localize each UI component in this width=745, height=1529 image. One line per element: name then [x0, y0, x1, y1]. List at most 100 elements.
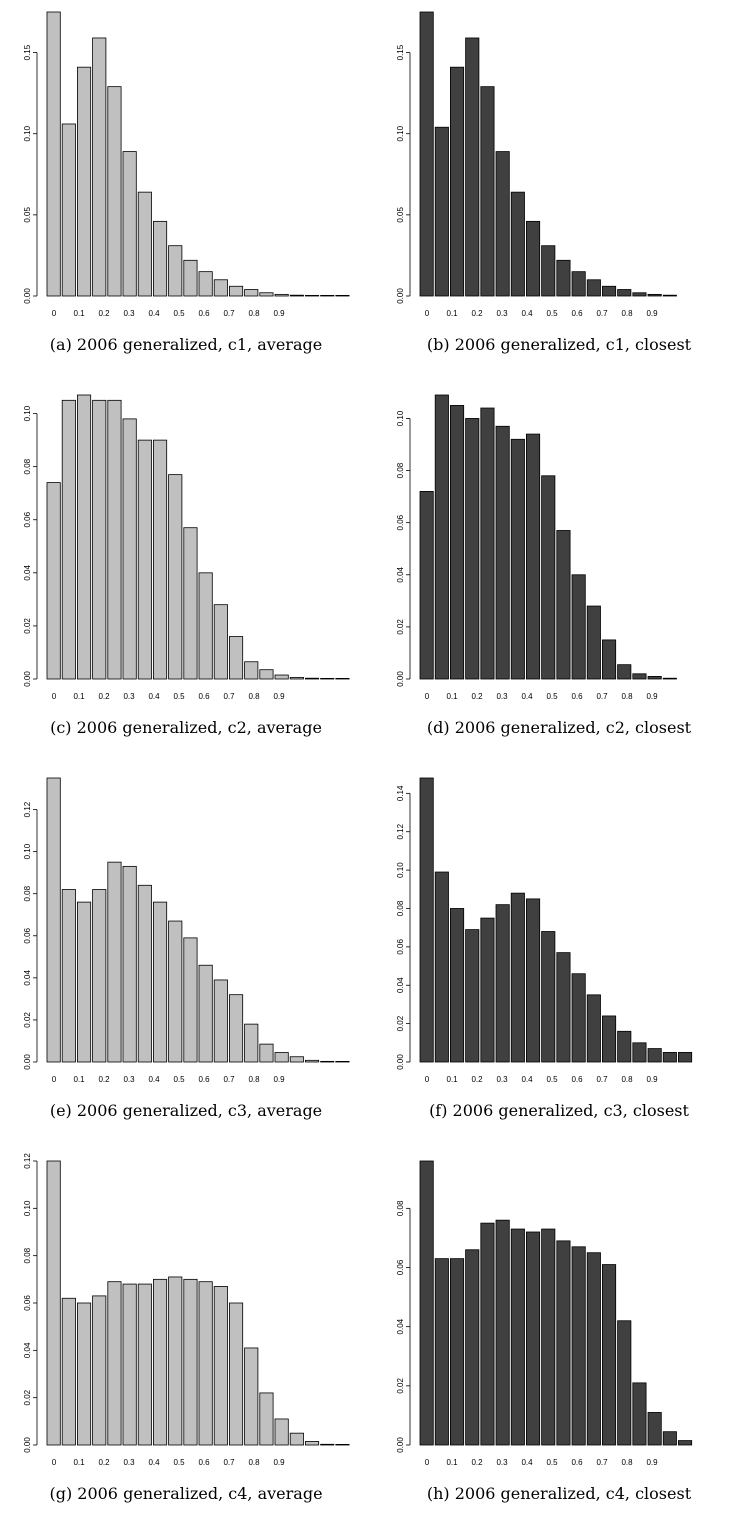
x-tick-label: 0.4	[521, 309, 533, 318]
histogram-bar	[525, 1231, 541, 1446]
y-tick-label: 0.00	[396, 288, 405, 304]
histogram-bar	[213, 979, 228, 1063]
histogram-bar	[46, 11, 61, 297]
histogram-bar	[244, 1347, 259, 1446]
y-tick-label: 0.15	[23, 44, 32, 60]
histogram-bar	[465, 929, 480, 1063]
x-tick-label: 0.7	[596, 692, 608, 701]
histogram: 0.00 0.02 0.04 0.06 0.08 0.10 0 0.1 0.2 0.3 0.4 0.5…	[396, 394, 677, 701]
y-tick-label: 0.00	[396, 1054, 405, 1070]
histogram-bar	[335, 1443, 350, 1446]
histogram-bar	[213, 1286, 228, 1446]
x-tick-label: 0.3	[496, 692, 508, 701]
histogram-bar	[419, 11, 434, 297]
histogram-bar	[335, 1060, 350, 1063]
x-tick-label: 0.8	[621, 1458, 633, 1467]
histogram-bar	[259, 292, 274, 297]
histogram-bar	[335, 677, 350, 680]
y-tick-label: 0.10	[396, 862, 405, 878]
histogram-bar	[198, 271, 213, 297]
y-tick-label: 0.08	[23, 885, 32, 901]
x-tick-label: 0.6	[571, 692, 583, 701]
histogram-bar	[289, 1432, 304, 1446]
x-tick-label: 0.8	[248, 1458, 260, 1467]
x-tick-label: 0.2	[98, 1458, 110, 1467]
x-tick-label: 0	[52, 1458, 57, 1467]
x-tick-label: 0.3	[123, 1075, 135, 1084]
histogram-bar	[122, 1283, 137, 1446]
histogram-bar	[541, 1228, 556, 1446]
x-tick-label: 0.7	[223, 1075, 235, 1084]
histogram-bar	[662, 1052, 677, 1063]
x-tick-label: 0.2	[471, 309, 483, 318]
histogram-bar	[122, 865, 137, 1063]
x-tick-label: 0.2	[98, 309, 110, 318]
x-tick-label: 0.5	[173, 1458, 185, 1467]
x-tick-label: 0.4	[521, 692, 533, 701]
y-tick-label: 0.06	[23, 1295, 32, 1311]
x-tick-label: 0.4	[521, 1458, 533, 1467]
histogram-bar	[510, 438, 525, 680]
histogram-bar	[259, 1392, 274, 1446]
histogram: 0.00 0.05 0.10 0.15 0 0.1 0.2 0.3 0.4 0.5 0.6 0.7 0.…	[23, 11, 350, 318]
histogram-bar	[320, 294, 335, 297]
x-tick-label: 0.8	[248, 692, 260, 701]
y-tick-label: 0.08	[396, 900, 405, 916]
histogram-bar	[46, 482, 61, 680]
x-tick-label: 0.1	[73, 309, 85, 318]
histogram-bar	[677, 1052, 693, 1063]
histogram-bar	[183, 1278, 198, 1446]
histogram: 0.00 0.02 0.04 0.06 0.08 0 0.1 0.2 0.3 0.4 0.5 0.6 0…	[396, 1160, 693, 1467]
x-tick-label: 0.2	[98, 1075, 110, 1084]
histogram-bar	[465, 418, 480, 680]
x-tick-label: 0.6	[198, 1458, 210, 1467]
histogram-bar	[450, 908, 465, 1063]
histogram-bar	[289, 294, 304, 297]
histogram-bar	[601, 285, 617, 297]
histogram-bar	[274, 1418, 289, 1446]
x-tick-label: 0.4	[148, 1458, 160, 1467]
histogram-bar	[228, 1302, 244, 1446]
histogram-bar	[107, 861, 122, 1063]
x-tick-label: 0.2	[471, 1458, 483, 1467]
histogram-bar	[617, 289, 632, 297]
figure-caption: (b) 2006 generalized, c1, closest	[426, 335, 692, 354]
histogram-bar	[107, 1281, 122, 1446]
y-tick-label: 0.08	[23, 458, 32, 474]
histogram-bar	[304, 1059, 320, 1063]
figure-caption: (c) 2006 generalized, c2, average	[50, 718, 322, 737]
histogram-bar	[617, 1030, 632, 1063]
chart-panel: 0.00 0.05 0.10 0.15 0 0.1 0.2 0.3 0.4 0.5 0.6 0.7 0.…	[0, 0, 372, 380]
y-tick-label: 0.15	[396, 44, 405, 60]
x-tick-label: 0.4	[521, 1075, 533, 1084]
histogram-bar	[571, 973, 586, 1063]
histogram-bar	[495, 904, 510, 1063]
histogram-bar	[168, 1276, 183, 1446]
histogram-bar	[304, 1441, 320, 1446]
x-tick-label: 0.8	[621, 309, 633, 318]
x-tick-label: 0.4	[148, 1075, 160, 1084]
histogram-bar	[168, 920, 183, 1063]
x-tick-label: 0	[425, 1458, 430, 1467]
histogram-bar	[77, 66, 92, 297]
histogram-bar	[183, 259, 198, 297]
histogram-bar	[92, 889, 107, 1063]
x-tick-label: 0.9	[646, 1075, 658, 1084]
y-tick-label: 0.12	[23, 801, 32, 817]
histogram-bar	[617, 1320, 632, 1446]
y-tick-label: 0.10	[23, 843, 32, 859]
histogram-bar	[228, 285, 244, 297]
y-tick-label: 0.06	[23, 511, 32, 527]
x-tick-label: 0.7	[223, 309, 235, 318]
y-tick-label: 0.05	[23, 207, 32, 223]
y-tick-label: 0.00	[396, 671, 405, 687]
histogram-bar	[168, 245, 183, 297]
histogram-bar	[480, 1222, 495, 1446]
histogram-bar	[601, 639, 617, 680]
y-tick-label: 0.06	[23, 927, 32, 943]
y-tick-label: 0.10	[23, 1200, 32, 1216]
figure-caption: (e) 2006 generalized, c3, average	[49, 1101, 323, 1120]
x-tick-label: 0.1	[73, 692, 85, 701]
histogram-bar	[647, 1048, 662, 1063]
histogram-bar	[244, 289, 259, 297]
